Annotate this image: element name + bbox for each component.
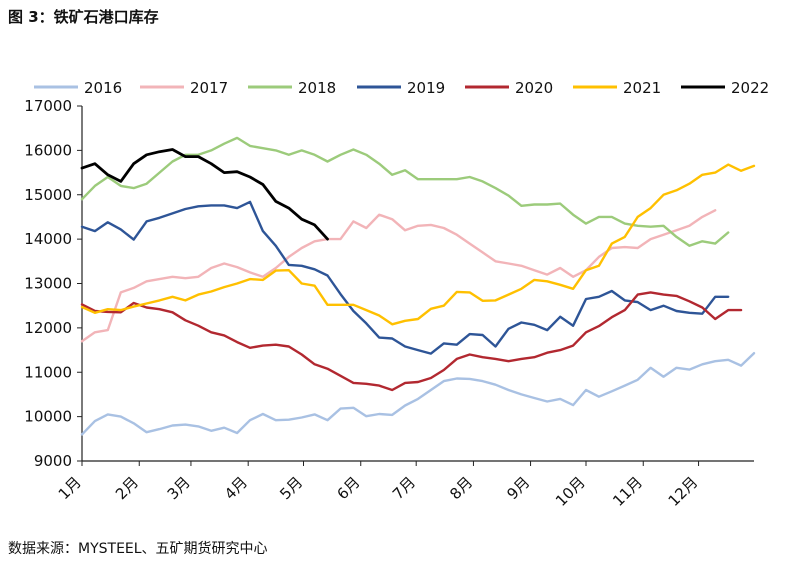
- legend-label-2016: 2016: [84, 79, 122, 97]
- series-line-2019: [80, 200, 730, 355]
- series-line-2020: [80, 291, 743, 392]
- legend-label-2022: 2022: [731, 79, 769, 97]
- x-tick-label: 11月: [609, 473, 646, 510]
- source-note: 数据来源：MYSTEEL、五矿期货研究中心: [8, 541, 268, 557]
- x-tick-label: 7月: [389, 473, 419, 503]
- y-tick-label: 12000: [24, 319, 72, 337]
- legend-label-2019: 2019: [407, 79, 445, 97]
- x-tick-label: 6月: [333, 473, 363, 503]
- x-tick-label: 3月: [164, 473, 194, 503]
- x-tick-label: 12月: [665, 473, 702, 510]
- legend-label-2018: 2018: [298, 79, 336, 97]
- x-tick-label: 8月: [446, 473, 476, 503]
- series-line-2016: [80, 352, 756, 436]
- y-tick-label: 16000: [24, 141, 72, 159]
- y-tick-label: 14000: [24, 230, 72, 248]
- x-tick-label: 2月: [112, 473, 142, 503]
- plot-area: [80, 136, 756, 436]
- legend-label-2020: 2020: [515, 79, 553, 97]
- x-tick-label: 9月: [503, 473, 533, 503]
- x-tick-label: 10月: [552, 473, 589, 510]
- y-tick-label: 11000: [24, 363, 72, 381]
- legend-label-2021: 2021: [623, 79, 661, 97]
- x-tick-label: 4月: [221, 473, 251, 503]
- series-line-2018: [80, 136, 730, 248]
- chart-title: 图 3：铁矿石港口库存: [8, 8, 159, 26]
- y-tick-label: 13000: [24, 275, 72, 293]
- y-tick-label: 9000: [34, 452, 72, 470]
- series-line-2021: [80, 163, 756, 326]
- y-tick-label: 17000: [24, 97, 72, 115]
- y-tick-label: 10000: [24, 408, 72, 426]
- y-tick-label: 15000: [24, 186, 72, 204]
- legend-label-2017: 2017: [190, 79, 228, 97]
- series-line-2022: [80, 148, 329, 241]
- x-tick-label: 1月: [55, 473, 85, 503]
- legend: 2016 2017 2018 2019 2020 2021 2022: [34, 79, 769, 97]
- x-tick-label: 5月: [276, 473, 306, 503]
